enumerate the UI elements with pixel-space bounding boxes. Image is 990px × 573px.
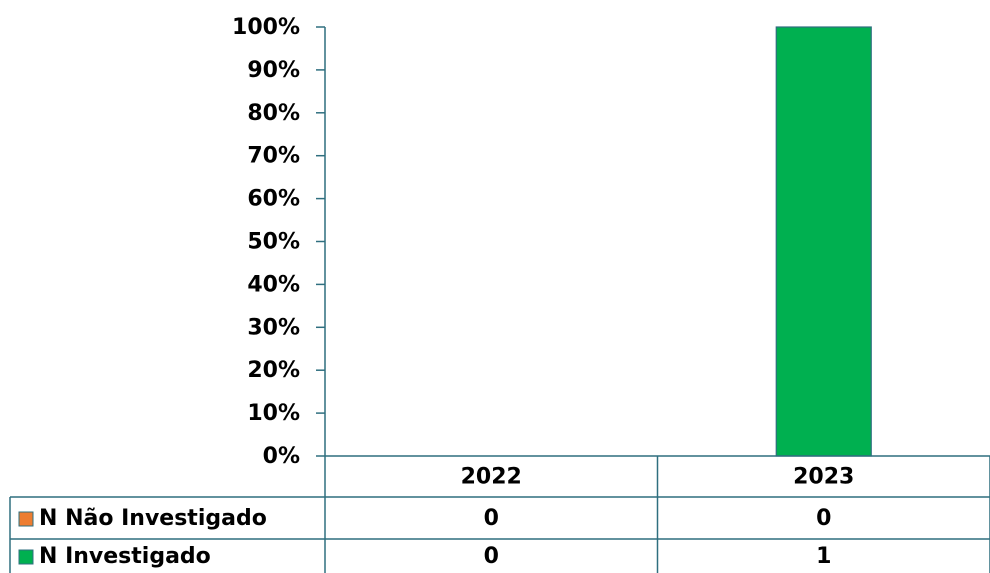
y-tick-label: 100%: [232, 15, 300, 40]
legend-label: N Investigado: [39, 544, 211, 569]
y-tick-label: 60%: [247, 187, 300, 212]
table-value: 0: [816, 506, 831, 531]
y-tick-label: 10%: [247, 401, 300, 426]
y-tick-label: 20%: [247, 358, 300, 383]
table-value: 0: [484, 506, 499, 531]
y-tick-label: 50%: [247, 230, 300, 255]
y-tick-label: 70%: [247, 144, 300, 169]
y-tick-label: 80%: [247, 101, 300, 126]
table-value: 0: [484, 544, 499, 569]
legend-label: N Não Investigado: [39, 506, 267, 531]
table-value: 1: [816, 544, 831, 569]
bar: [775, 26, 872, 457]
legend-key: [18, 511, 34, 527]
legend-key: [18, 549, 34, 565]
y-tick-label: 40%: [247, 272, 300, 297]
y-tick-label: 30%: [247, 315, 300, 340]
y-tick-label: 0%: [263, 444, 300, 469]
x-tick-label: 2022: [461, 465, 522, 490]
x-tick-label: 2023: [793, 465, 854, 490]
y-tick-label: 90%: [247, 58, 300, 83]
